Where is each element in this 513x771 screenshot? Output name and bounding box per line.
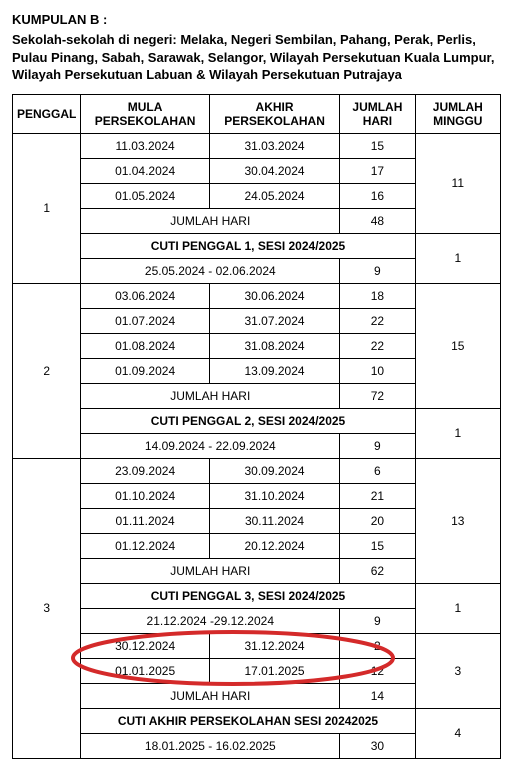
cuti-header: CUTI PENGGAL 2, SESI 2024/2025	[81, 408, 415, 433]
cell-hari: 15	[340, 133, 415, 158]
cell-mula: 01.12.2024	[81, 533, 210, 558]
penggal-label: 1	[13, 133, 81, 283]
cell-hari: 22	[340, 333, 415, 358]
jumlah-hari-label: JUMLAH HARI	[81, 558, 340, 583]
document-wrap: KUMPULAN B : Sekolah-sekolah di negeri: …	[12, 12, 501, 759]
group-desc: Sekolah-sekolah di negeri: Melaka, Neger…	[12, 31, 501, 84]
penggal-label: 3	[13, 458, 81, 758]
cuti-minggu: 1	[415, 408, 500, 458]
cell-akhir: 30.11.2024	[209, 508, 339, 533]
col-mula: MULA PERSEKOLAHAN	[81, 94, 210, 133]
table-row: 2 03.06.2024 30.06.2024 18 15	[13, 283, 501, 308]
cell-minggu: 11	[415, 133, 500, 233]
cuti-header: CUTI PENGGAL 3, SESI 2024/2025	[81, 583, 415, 608]
final-range: 18.01.2025 - 16.02.2025	[81, 733, 340, 758]
jumlah-hari-val: 72	[340, 383, 415, 408]
cell-mula: 01.11.2024	[81, 508, 210, 533]
cell-akhir: 31.07.2024	[209, 308, 339, 333]
cell-akhir: 24.05.2024	[209, 183, 339, 208]
cell-hari: 20	[340, 508, 415, 533]
cell-akhir: 20.12.2024	[209, 533, 339, 558]
cell-hari: 21	[340, 483, 415, 508]
cell-mula: 11.03.2024	[81, 133, 210, 158]
table-row: 1 11.03.2024 31.03.2024 15 11	[13, 133, 501, 158]
table-row: 3 23.09.2024 30.09.2024 6 13	[13, 458, 501, 483]
jumlah-hari-val: 62	[340, 558, 415, 583]
jumlah-hari-val: 48	[340, 208, 415, 233]
cell-hari: 18	[340, 283, 415, 308]
jumlah-hari-label: JUMLAH HARI	[81, 208, 340, 233]
cell-minggu: 3	[415, 633, 500, 708]
table-row: CUTI PENGGAL 3, SESI 2024/2025 1	[13, 583, 501, 608]
cell-hari: 22	[340, 308, 415, 333]
cell-akhir: 30.04.2024	[209, 158, 339, 183]
jumlah-hari-label: JUMLAH HARI	[81, 383, 340, 408]
cuti-akhir-header: CUTI AKHIR PERSEKOLAHAN SESI 20242025	[81, 708, 415, 733]
cell-akhir: 31.08.2024	[209, 333, 339, 358]
cell-mula: 01.10.2024	[81, 483, 210, 508]
cell-hari: 6	[340, 458, 415, 483]
cuti-hari: 9	[340, 433, 415, 458]
cell-hari: 15	[340, 533, 415, 558]
cell-hari: 16	[340, 183, 415, 208]
table-row: CUTI PENGGAL 2, SESI 2024/2025 1	[13, 408, 501, 433]
col-minggu: JUMLAH MINGGU	[415, 94, 500, 133]
cell-akhir: 13.09.2024	[209, 358, 339, 383]
cell-akhir: 30.06.2024	[209, 283, 339, 308]
cuti-minggu: 1	[415, 583, 500, 633]
cell-mula: 01.05.2024	[81, 183, 210, 208]
table-row: CUTI AKHIR PERSEKOLAHAN SESI 20242025 4	[13, 708, 501, 733]
cell-akhir: 31.10.2024	[209, 483, 339, 508]
cell-mula: 01.04.2024	[81, 158, 210, 183]
cuti-hari: 9	[340, 258, 415, 283]
cell-mula: 23.09.2024	[81, 458, 210, 483]
cuti-range: 25.05.2024 - 02.06.2024	[81, 258, 340, 283]
col-hari: JUMLAH HARI	[340, 94, 415, 133]
cell-hari: 10	[340, 358, 415, 383]
cell-mula: 01.08.2024	[81, 333, 210, 358]
cell-mula: 01.09.2024	[81, 358, 210, 383]
cell-minggu: 13	[415, 458, 500, 583]
table-row: CUTI PENGGAL 1, SESI 2024/2025 1	[13, 233, 501, 258]
cell-akhir: 31.03.2024	[209, 133, 339, 158]
cell-minggu: 15	[415, 283, 500, 408]
col-penggal: PENGGAL	[13, 94, 81, 133]
cuti-minggu: 1	[415, 233, 500, 283]
cuti-header: CUTI PENGGAL 1, SESI 2024/2025	[81, 233, 415, 258]
final-minggu: 4	[415, 708, 500, 758]
penggal-label: 2	[13, 283, 81, 458]
group-title: KUMPULAN B :	[12, 12, 501, 27]
final-hari: 30	[340, 733, 415, 758]
annotation-circle-icon	[68, 627, 398, 689]
table-header-row: PENGGAL MULA PERSEKOLAHAN AKHIR PERSEKOL…	[13, 94, 501, 133]
cell-hari: 17	[340, 158, 415, 183]
cell-akhir: 30.09.2024	[209, 458, 339, 483]
col-akhir: AKHIR PERSEKOLAHAN	[209, 94, 339, 133]
cell-mula: 03.06.2024	[81, 283, 210, 308]
cell-mula: 01.07.2024	[81, 308, 210, 333]
cuti-range: 14.09.2024 - 22.09.2024	[81, 433, 340, 458]
